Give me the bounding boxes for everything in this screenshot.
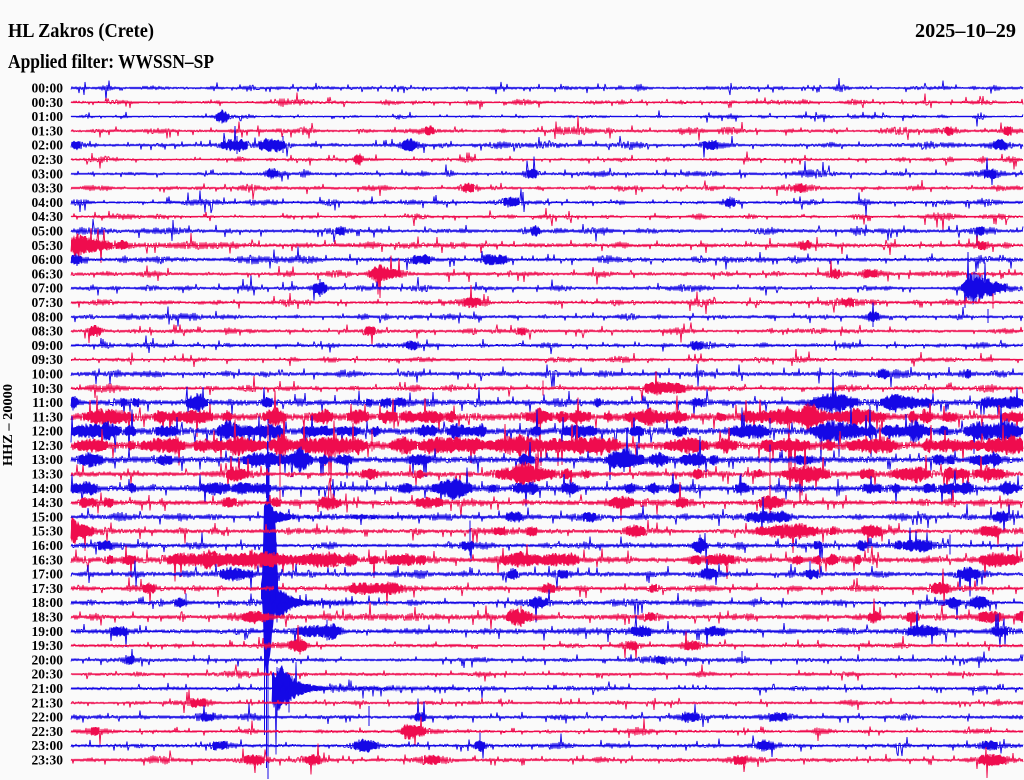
svg-text:06:00: 06:00: [32, 252, 64, 267]
svg-text:21:00: 21:00: [32, 681, 64, 696]
svg-text:19:00: 19:00: [32, 624, 64, 639]
svg-text:09:30: 09:30: [32, 352, 64, 367]
svg-text:05:00: 05:00: [32, 224, 64, 239]
svg-text:17:30: 17:30: [32, 581, 64, 596]
svg-text:08:00: 08:00: [32, 310, 64, 325]
svg-text:17:00: 17:00: [32, 567, 64, 582]
svg-text:00:00: 00:00: [32, 81, 64, 96]
svg-text:14:30: 14:30: [32, 495, 64, 510]
svg-text:06:30: 06:30: [32, 267, 64, 282]
svg-text:01:30: 01:30: [32, 124, 64, 139]
svg-text:07:00: 07:00: [32, 281, 64, 296]
svg-text:14:00: 14:00: [32, 481, 64, 496]
svg-text:10:00: 10:00: [32, 367, 64, 382]
svg-text:12:30: 12:30: [32, 438, 64, 453]
svg-text:08:30: 08:30: [32, 324, 64, 339]
svg-text:16:30: 16:30: [32, 553, 64, 568]
svg-text:Applied filter: WWSSN–SP: Applied filter: WWSSN–SP: [8, 51, 214, 73]
svg-text:15:00: 15:00: [32, 510, 64, 525]
svg-text:10:30: 10:30: [32, 381, 64, 396]
svg-text:11:00: 11:00: [32, 395, 63, 410]
svg-text:13:00: 13:00: [32, 452, 64, 467]
svg-text:HHZ – 20000: HHZ – 20000: [1, 384, 16, 466]
svg-text:03:00: 03:00: [32, 167, 64, 182]
svg-text:13:30: 13:30: [32, 467, 64, 482]
svg-text:04:00: 04:00: [32, 195, 64, 210]
svg-text:19:30: 19:30: [32, 638, 64, 653]
svg-text:20:30: 20:30: [32, 667, 64, 682]
svg-text:18:00: 18:00: [32, 595, 64, 610]
svg-text:22:00: 22:00: [32, 710, 64, 725]
svg-text:00:30: 00:30: [32, 95, 64, 110]
svg-text:11:30: 11:30: [32, 410, 63, 425]
svg-text:09:00: 09:00: [32, 338, 64, 353]
svg-text:03:30: 03:30: [32, 181, 64, 196]
svg-text:16:00: 16:00: [32, 538, 64, 553]
svg-text:01:00: 01:00: [32, 109, 64, 124]
svg-text:04:30: 04:30: [32, 209, 64, 224]
svg-text:02:00: 02:00: [32, 138, 64, 153]
svg-text:18:30: 18:30: [32, 610, 64, 625]
svg-text:20:00: 20:00: [32, 653, 64, 668]
svg-text:2025–10–29: 2025–10–29: [915, 20, 1016, 42]
svg-text:22:30: 22:30: [32, 724, 64, 739]
svg-text:23:30: 23:30: [32, 753, 64, 768]
svg-text:02:30: 02:30: [32, 152, 64, 167]
svg-text:15:30: 15:30: [32, 524, 64, 539]
svg-text:07:30: 07:30: [32, 295, 64, 310]
svg-text:HL Zakros (Crete): HL Zakros (Crete): [8, 20, 154, 42]
svg-text:12:00: 12:00: [32, 424, 64, 439]
svg-text:23:00: 23:00: [32, 738, 64, 753]
svg-text:21:30: 21:30: [32, 696, 64, 711]
svg-text:05:30: 05:30: [32, 238, 64, 253]
